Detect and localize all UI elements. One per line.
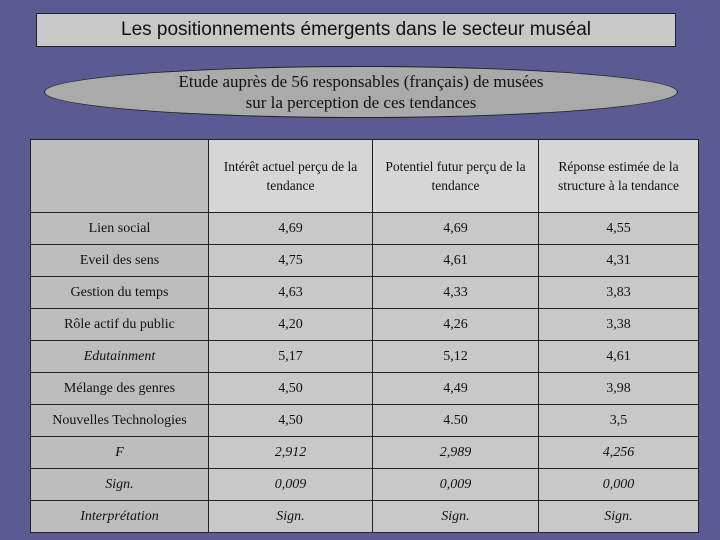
slide-title: Les positionnements émergents dans le se… <box>36 13 676 47</box>
row-label: Interprétation <box>30 500 209 533</box>
table-cell: 0,009 <box>372 468 539 501</box>
table-cell: Sign. <box>208 500 373 533</box>
table-cell: 4,26 <box>372 308 539 341</box>
row-label: Lien social <box>30 212 209 245</box>
table-cell: 5,12 <box>372 340 539 373</box>
row-label: Mélange des genres <box>30 372 209 405</box>
table-cell: 4,20 <box>208 308 373 341</box>
table-row: Rôle actif du public 4,20 4,26 3,38 <box>30 308 699 341</box>
stats-row-f: F 2,912 2,989 4,256 <box>30 436 699 469</box>
table-row: Nouvelles Technologies 4,50 4.50 3,5 <box>30 404 699 437</box>
table-cell: 4,69 <box>372 212 539 245</box>
table-cell: 2,989 <box>372 436 539 469</box>
table-cell: 4,49 <box>372 372 539 405</box>
row-label: Nouvelles Technologies <box>30 404 209 437</box>
study-description-oval: Etude auprès de 56 responsables (françai… <box>44 66 678 118</box>
row-label: Sign. <box>30 468 209 501</box>
table-row: Lien social 4,69 4,69 4,55 <box>30 212 699 245</box>
table-row: Eveil des sens 4,75 4,61 4,31 <box>30 244 699 277</box>
table-cell: 4,61 <box>372 244 539 277</box>
table-row: Edutainment 5,17 5,12 4,61 <box>30 340 699 373</box>
table-cell: 4,50 <box>208 404 373 437</box>
table-cell: 4,31 <box>538 244 699 277</box>
table-cell: 4,256 <box>538 436 699 469</box>
table-cell: 2,912 <box>208 436 373 469</box>
table-cell: 4,50 <box>208 372 373 405</box>
study-description-line-2: sur la perception de ces tendances <box>245 93 477 112</box>
table-row: Gestion du temps 4,63 4,33 3,83 <box>30 276 699 309</box>
column-header-current-interest: Intérêt actuel perçu de la tendance <box>208 139 373 213</box>
table-row: Mélange des genres 4,50 4,49 3,98 <box>30 372 699 405</box>
table-cell: 0,009 <box>208 468 373 501</box>
column-header-future-potential: Potentiel futur perçu de la tendance <box>372 139 539 213</box>
row-label: Rôle actif du public <box>30 308 209 341</box>
row-label: Eveil des sens <box>30 244 209 277</box>
table-cell: 3,38 <box>538 308 699 341</box>
table-cell: 5,17 <box>208 340 373 373</box>
table-cell: 4,55 <box>538 212 699 245</box>
table-header-row: Intérêt actuel perçu de la tendance Pote… <box>30 139 699 213</box>
table-cell: 4,69 <box>208 212 373 245</box>
table-cell: 4,33 <box>372 276 539 309</box>
column-header-estimated-response: Réponse estimée de la structure à la ten… <box>538 139 699 213</box>
row-label: Gestion du temps <box>30 276 209 309</box>
row-label: F <box>30 436 209 469</box>
table-cell: 4,63 <box>208 276 373 309</box>
table-cell: 4,61 <box>538 340 699 373</box>
table-cell: 4.50 <box>372 404 539 437</box>
table-cell: 3,98 <box>538 372 699 405</box>
table-cell: 3,5 <box>538 404 699 437</box>
row-label: Edutainment <box>30 340 209 373</box>
table-cell: 0,000 <box>538 468 699 501</box>
slide-title-text: Les positionnements émergents dans le se… <box>121 19 591 40</box>
table-cell: 4,75 <box>208 244 373 277</box>
stats-row-interpretation: Interprétation Sign. Sign. Sign. <box>30 500 699 533</box>
table-corner-cell <box>30 139 209 213</box>
trends-table: Intérêt actuel perçu de la tendance Pote… <box>30 139 699 533</box>
table-cell: Sign. <box>372 500 539 533</box>
study-description-line-1: Etude auprès de 56 responsables (françai… <box>178 72 544 91</box>
stats-row-significance: Sign. 0,009 0,009 0,000 <box>30 468 699 501</box>
table-cell: Sign. <box>538 500 699 533</box>
table-cell: 3,83 <box>538 276 699 309</box>
